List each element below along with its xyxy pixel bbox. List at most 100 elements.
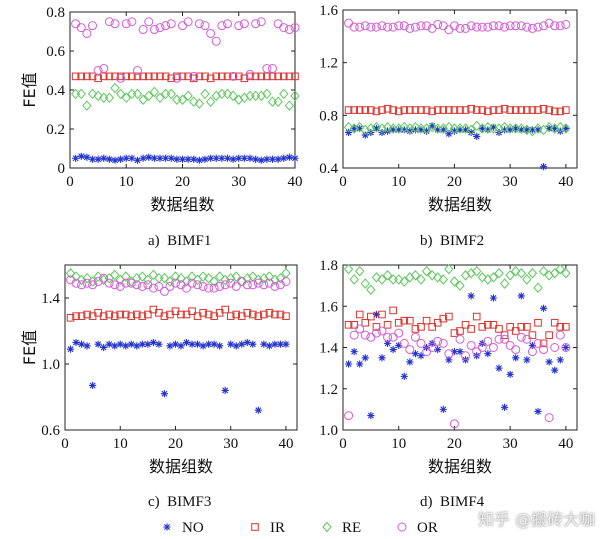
- point-or: [148, 283, 158, 293]
- point-or: [461, 351, 471, 361]
- plot-frame: [342, 9, 578, 169]
- point-ir: [234, 72, 243, 81]
- point-ir: [506, 323, 514, 331]
- point-or: [121, 278, 131, 288]
- point-or: [137, 281, 147, 291]
- point-ir: [144, 72, 153, 81]
- point-re: [70, 88, 81, 100]
- point-ir: [372, 107, 381, 116]
- point-or: [394, 21, 404, 31]
- y-tick-label: 0.8: [46, 5, 65, 21]
- point-ir: [184, 72, 192, 81]
- point-or: [444, 25, 454, 35]
- point-ir: [71, 72, 80, 81]
- point-no: [138, 340, 146, 348]
- point-re: [214, 271, 225, 282]
- point-or: [416, 338, 426, 348]
- y-tick-label: 1.2: [319, 56, 338, 72]
- point-or: [71, 19, 81, 29]
- caption-bimf4: d) BIMF4: [420, 494, 485, 510]
- point-no: [512, 124, 520, 133]
- point-or: [544, 18, 554, 28]
- point-ir: [355, 106, 364, 114]
- series-re: [343, 263, 571, 296]
- point-ir: [128, 72, 136, 81]
- point-re: [187, 271, 197, 282]
- point-ir: [511, 327, 520, 335]
- point-no: [356, 124, 364, 133]
- legend-item-ir: IR: [251, 520, 285, 536]
- point-re: [284, 100, 295, 111]
- point-or: [394, 328, 404, 338]
- point-ir: [484, 107, 492, 116]
- point-or: [172, 73, 182, 83]
- point-or: [416, 21, 426, 31]
- point-ir: [206, 74, 215, 83]
- point-or: [410, 22, 420, 32]
- point-or: [126, 278, 136, 288]
- point-ir: [121, 310, 130, 319]
- point-re: [138, 94, 148, 106]
- point-no: [473, 132, 481, 140]
- point-or: [262, 64, 272, 74]
- series-ir: [344, 104, 570, 116]
- point-or: [206, 28, 216, 38]
- point-or: [182, 283, 192, 293]
- point-no: [282, 340, 290, 348]
- point-ir: [406, 106, 414, 114]
- point-no: [456, 348, 464, 356]
- point-ir: [251, 72, 260, 81]
- point-ir: [439, 106, 448, 114]
- point-no: [528, 126, 537, 134]
- point-or: [366, 332, 376, 342]
- point-ir: [204, 310, 213, 319]
- point-ir: [562, 323, 570, 331]
- point-no: [417, 352, 425, 360]
- point-no: [178, 155, 187, 163]
- point-no: [238, 340, 246, 348]
- point-ir: [450, 329, 459, 337]
- point-ir: [160, 312, 169, 320]
- point-ir: [523, 323, 531, 331]
- asterisk-icon: [163, 523, 171, 531]
- point-or: [488, 21, 498, 31]
- point-ir: [116, 310, 125, 319]
- point-no: [240, 154, 248, 162]
- point-no: [539, 304, 548, 312]
- point-or: [187, 278, 197, 288]
- point-no: [562, 124, 570, 133]
- point-no: [257, 156, 265, 164]
- point-re: [394, 123, 404, 134]
- x-axis-label: 数据组数: [428, 457, 492, 476]
- point-no: [512, 354, 520, 362]
- point-re: [172, 94, 182, 106]
- point-or: [533, 22, 543, 32]
- point-ir: [400, 316, 409, 325]
- point-or: [273, 19, 283, 29]
- point-or: [217, 21, 227, 31]
- point-no: [445, 130, 453, 138]
- point-re: [65, 267, 76, 279]
- point-no: [389, 126, 397, 134]
- point-no: [133, 342, 141, 350]
- point-ir: [428, 323, 436, 331]
- x-tick-label: 0: [339, 174, 347, 190]
- point-re: [399, 121, 409, 133]
- point-re: [444, 263, 454, 275]
- watermark: 知乎 @搬砖大咖: [478, 510, 596, 529]
- point-re: [226, 272, 236, 284]
- point-no: [111, 342, 119, 350]
- point-re: [410, 270, 421, 281]
- point-re: [366, 284, 376, 296]
- point-no: [545, 358, 553, 366]
- point-or: [550, 21, 560, 31]
- point-no: [133, 156, 142, 164]
- x-tick-label: 0: [339, 436, 347, 452]
- point-or: [539, 345, 549, 355]
- point-no: [72, 154, 80, 162]
- point-no: [190, 155, 198, 163]
- point-ir: [411, 325, 420, 333]
- point-ir: [260, 310, 268, 319]
- point-re: [267, 96, 278, 107]
